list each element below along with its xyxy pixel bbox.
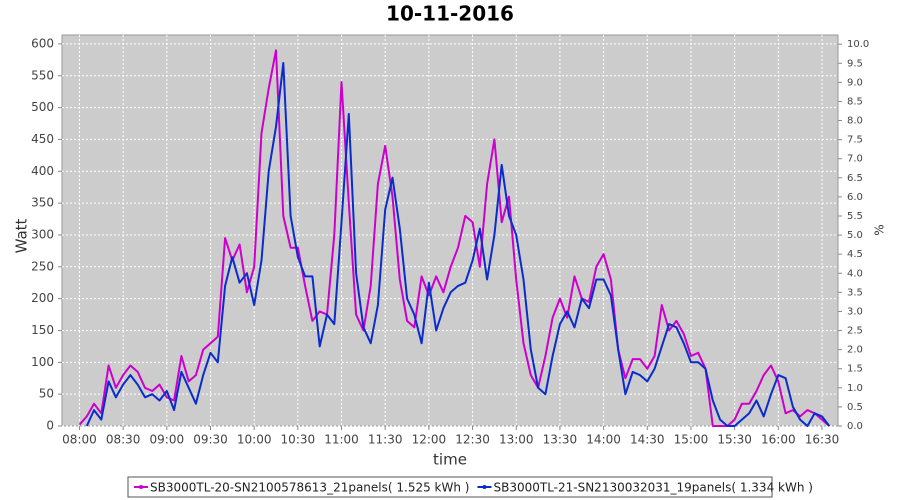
x-tick-label: 08:30 [106, 433, 141, 447]
chart-title: 10-11-2016 [386, 2, 514, 26]
y2-tick-label: 3.5 [847, 287, 863, 298]
y2-tick-label: 7.5 [847, 135, 863, 146]
y-tick-label: 350 [31, 196, 54, 210]
y-tick-label: 250 [31, 259, 54, 273]
y2-tick-label: 3.0 [847, 306, 863, 317]
y-tick-label: 400 [31, 164, 54, 178]
y-tick-label: 50 [39, 387, 54, 401]
legend-dot [482, 485, 487, 489]
y2-axis-title: % [873, 224, 887, 235]
x-tick-label: 13:30 [543, 433, 578, 447]
y-tick-label: 150 [31, 323, 54, 337]
x-tick-label: 16:00 [761, 433, 796, 447]
y2-tick-label: 8.0 [847, 116, 863, 127]
legend-dot [139, 485, 143, 489]
x-axis-title: time [433, 451, 467, 469]
y2-tick-label: 6.5 [847, 173, 863, 184]
x-tick-label: 10:30 [281, 433, 316, 447]
x-tick-label: 16:30 [805, 433, 840, 447]
x-tick-label: 11:00 [324, 433, 359, 447]
y2-tick-label: 2.0 [847, 345, 863, 356]
y-tick-label: 450 [31, 132, 54, 146]
legend-label: SB3000TL-20-SN2100578613_21panels( 1.525… [150, 481, 469, 495]
series-line [85, 62, 831, 427]
y2-tick-label: 9.5 [847, 58, 863, 69]
y2-tick-label: 4.0 [847, 268, 863, 279]
y-tick-label: 200 [31, 291, 54, 305]
y2-tick-label: 1.0 [847, 383, 863, 394]
y2-tick-label: 0.0 [847, 421, 863, 432]
y-tick-label: 600 [31, 36, 54, 50]
x-tick-label: 14:30 [630, 433, 665, 447]
y2-tick-label: 4.5 [847, 249, 863, 260]
y-tick-label: 550 [31, 68, 54, 82]
legend-label: SB3000TL-21-SN2130032031_19panels( 1.334… [493, 481, 812, 495]
y-axis-title: Watt [13, 218, 31, 253]
x-tick-label: 15:30 [717, 433, 752, 447]
x-tick-label: 13:00 [499, 433, 534, 447]
x-tick-label: 09:00 [150, 433, 185, 447]
plot-area [61, 34, 839, 427]
y-tick-label: 0 [46, 419, 54, 433]
x-tick-label: 12:30 [455, 433, 490, 447]
x-tick-label: 09:30 [193, 433, 228, 447]
y-tick-label: 500 [31, 100, 54, 114]
y2-tick-label: 6.0 [847, 192, 863, 203]
y2-tick-label: 2.5 [847, 326, 863, 337]
y2-tick-label: 10.0 [847, 39, 869, 50]
x-tick-label: 14:00 [586, 433, 621, 447]
y2-tick-label: 8.5 [847, 96, 863, 107]
x-tick-label: 12:00 [412, 433, 447, 447]
y2-tick-label: 0.5 [847, 402, 863, 413]
series-line [78, 49, 830, 427]
y2-tick-label: 1.5 [847, 364, 863, 375]
y-tick-label: 100 [31, 355, 54, 369]
y2-tick-label: 5.0 [847, 230, 863, 241]
x-tick-label: 08:00 [62, 433, 97, 447]
y2-tick-label: 5.5 [847, 211, 863, 222]
y-tick-label: 300 [31, 227, 54, 241]
x-tick-label: 11:30 [368, 433, 403, 447]
x-tick-label: 10:00 [237, 433, 272, 447]
legend-box [127, 476, 773, 498]
x-tick-label: 15:00 [674, 433, 709, 447]
y2-tick-label: 9.0 [847, 77, 863, 88]
y2-tick-label: 7.0 [847, 154, 863, 165]
